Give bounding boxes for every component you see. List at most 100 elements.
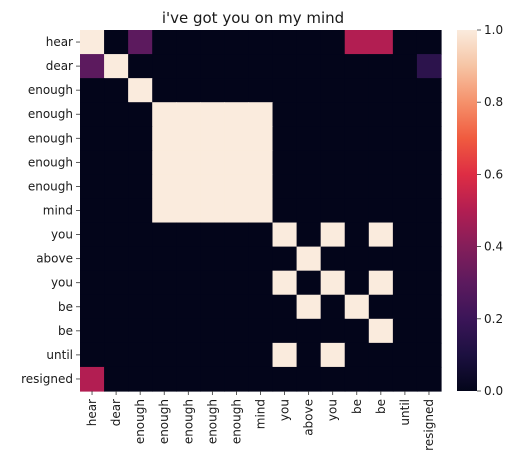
heatmap-cell (296, 174, 322, 200)
heatmap-cell (80, 366, 105, 392)
heatmap-cell (320, 54, 346, 79)
heatmap-cell (200, 246, 225, 272)
heatmap-cell (272, 366, 298, 392)
heatmap-cell (272, 102, 298, 127)
heatmap-cell (200, 294, 225, 320)
heatmap-cell (296, 102, 322, 127)
x-tick-labels: hear dear enough enough enough enough enough mi… (85, 391, 436, 451)
heatmap-cell (368, 294, 394, 320)
heatmap-cell (152, 78, 177, 103)
y-tick-label: enough (28, 179, 73, 193)
colorbar-tick-label: 0.8 (484, 95, 503, 109)
heatmap-cell (104, 246, 129, 272)
heatmap-cell (80, 246, 105, 272)
heatmap-cell (392, 222, 418, 248)
y-tick-labels: hear dear enough enough enough enough enough mi… (21, 35, 80, 386)
heatmap-cell (248, 54, 274, 79)
x-tick-label: resigned (422, 399, 436, 451)
heatmap-cell (272, 318, 298, 344)
x-tick-label: enough (181, 399, 195, 444)
heatmap-cell (128, 150, 153, 175)
heatmap-cell (152, 366, 177, 392)
y-tick-label: you (51, 276, 73, 290)
colorbar-tick-label: 0.2 (484, 312, 503, 326)
heatmap-cell (152, 318, 177, 344)
heatmap-cell (200, 150, 225, 175)
heatmap-cell (296, 30, 322, 55)
heatmap-cell (416, 366, 442, 392)
heatmap-cell (416, 174, 442, 200)
heatmap-cell (272, 150, 298, 175)
heatmap-cell (296, 54, 322, 79)
heatmap-cell (80, 126, 105, 151)
heatmap-cell (392, 102, 418, 127)
x-tick-label: be (350, 399, 364, 414)
heatmap-cell (248, 126, 274, 151)
heatmap-cell (296, 342, 322, 368)
heatmap-cell (344, 270, 370, 296)
heatmap-cell (224, 294, 250, 320)
heatmap-cell (80, 78, 105, 103)
heatmap-cell (104, 294, 129, 320)
heatmap-cell (128, 54, 153, 79)
colorbar-tick-label: 0.0 (484, 384, 503, 398)
heatmap-cell (224, 318, 250, 344)
heatmap-cell (104, 78, 129, 103)
x-tick-label: enough (205, 399, 219, 444)
heatmap-cell (80, 318, 105, 344)
heatmap-cell (416, 342, 442, 368)
heatmap-cell (272, 78, 298, 103)
heatmap-cell (368, 198, 394, 224)
heatmap-cell (296, 246, 322, 272)
heatmap-cell (152, 174, 177, 200)
heatmap-cell (176, 54, 201, 79)
heatmap-cell (392, 78, 418, 103)
heatmap-cell (152, 246, 177, 272)
heatmap-cell (104, 366, 129, 392)
heatmap-cell (200, 222, 225, 248)
heatmap-cell (320, 342, 346, 368)
heatmap-cell (320, 366, 346, 392)
heatmap-cell (80, 150, 105, 175)
heatmap-cell (176, 366, 201, 392)
heatmap-cell (224, 150, 250, 175)
heatmap-cell (128, 174, 153, 200)
heatmap-cell (416, 198, 442, 224)
heatmap-cell (80, 342, 105, 368)
heatmap-cell (296, 198, 322, 224)
heatmap-cell (128, 78, 153, 103)
heatmap-cell (128, 102, 153, 127)
heatmap-cell (392, 126, 418, 151)
heatmap-cell (104, 174, 129, 200)
heatmap-cell (416, 270, 442, 296)
heatmap-cell (176, 222, 201, 248)
y-tick-label: hear (46, 35, 73, 49)
heatmap-cell (296, 150, 322, 175)
heatmap-cell (152, 342, 177, 368)
x-tick-label: enough (229, 399, 243, 444)
heatmap-cell (392, 294, 418, 320)
heatmap-cell (176, 78, 201, 103)
heatmap-cell (128, 30, 153, 55)
heatmap-cell (344, 198, 370, 224)
x-tick-label: hear (85, 399, 99, 426)
heatmap-cell (224, 54, 250, 79)
heatmap-cell (344, 366, 370, 392)
heatmap-cell (272, 270, 298, 296)
y-tick-label: you (51, 228, 73, 242)
y-tick-label: dear (46, 59, 73, 73)
heatmap-cell (248, 198, 274, 224)
heatmap-cell (152, 102, 177, 127)
heatmap-cell (80, 102, 105, 127)
heatmap-cell (176, 342, 201, 368)
heatmap-cell (248, 30, 274, 55)
x-tick-label: enough (157, 399, 171, 444)
heatmap-cell (296, 318, 322, 344)
heatmap-cell (248, 174, 274, 200)
heatmap-cell (200, 126, 225, 151)
heatmap-cell (104, 342, 129, 368)
heatmap-cell (224, 222, 250, 248)
heatmap-cell (248, 294, 274, 320)
heatmap-cell (344, 342, 370, 368)
chart-title: i've got you on my mind (162, 9, 344, 27)
